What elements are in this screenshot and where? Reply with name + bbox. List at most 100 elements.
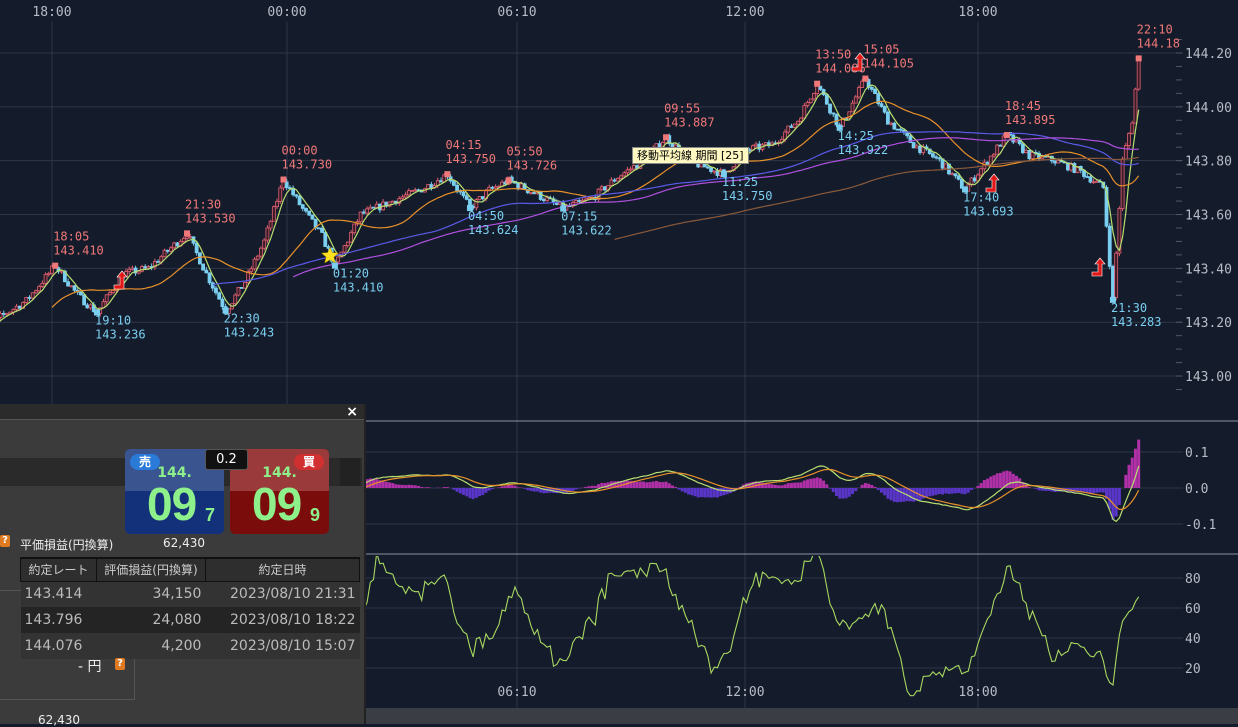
high-marker [862, 76, 868, 82]
candle-body [298, 196, 301, 204]
help-icon[interactable]: ? [0, 535, 10, 547]
candle [854, 95, 857, 104]
macd-histogram-bar [571, 488, 574, 491]
candle-body [73, 286, 76, 291]
macd-histogram-bar [928, 488, 931, 496]
candle [131, 266, 134, 271]
col-rate[interactable]: 約定レート [21, 558, 97, 581]
macd-histogram-bar [668, 483, 671, 488]
high-marker [506, 178, 512, 184]
macd-histogram-bar [864, 483, 867, 488]
candle-body [1121, 159, 1124, 209]
macd-histogram-bar [411, 485, 414, 488]
candle-body [851, 103, 854, 112]
macd-histogram-bar [722, 488, 725, 495]
candle [1025, 148, 1028, 153]
macd-histogram-bar [874, 487, 877, 488]
col-datetime[interactable]: 約定日時 [205, 558, 359, 581]
candle [202, 264, 205, 270]
panel-titlebar[interactable] [0, 404, 364, 420]
candle [575, 199, 578, 202]
macd-histogram-bar [395, 484, 398, 488]
candle-body [237, 287, 240, 295]
macd-histogram-bar [536, 488, 539, 491]
annotation-time: 22:30 [224, 312, 260, 326]
candle [263, 238, 266, 251]
candle [999, 144, 1002, 146]
datetime: 2023/08/10 15:07 [205, 633, 359, 659]
macd-histogram-bar [677, 488, 680, 490]
candle [89, 303, 92, 310]
candle [790, 124, 793, 128]
candle-body [935, 157, 938, 158]
candle-body [796, 121, 799, 124]
candle-body [1124, 146, 1127, 159]
candle-body [1095, 181, 1098, 182]
annotation-price: 143.887 [664, 115, 715, 129]
annotation-time: 04:15 [445, 138, 481, 152]
macd-histogram-bar [967, 488, 970, 493]
candle-body [38, 286, 41, 290]
candle-body [546, 198, 549, 201]
help-icon-2[interactable]: ? [115, 658, 125, 670]
candle-body [854, 97, 857, 103]
macd-histogram-bar [877, 488, 880, 490]
annotation-time: 09:55 [664, 101, 700, 115]
candle [382, 199, 385, 211]
candle-body [47, 273, 50, 274]
macd-histogram-bar [578, 488, 581, 489]
candle-body [67, 282, 70, 286]
macd-histogram-bar [674, 487, 677, 488]
candle [919, 146, 922, 155]
candle-body [603, 187, 606, 190]
close-icon[interactable]: × [346, 404, 358, 420]
candle-body [404, 195, 407, 197]
macd-histogram-bar [407, 485, 410, 488]
candle [163, 249, 166, 258]
macd-histogram-bar [587, 486, 590, 488]
candle [28, 295, 31, 301]
macd-histogram-bar [706, 488, 709, 497]
macd-histogram-bar [475, 488, 478, 498]
macd-histogram-bar [1012, 474, 1015, 488]
time-tick-bottom: 12:00 [725, 685, 764, 700]
candle [256, 255, 259, 261]
macd-histogram-bar [491, 488, 494, 489]
candle-body [346, 242, 349, 245]
time-tick-top: 18:00 [958, 5, 997, 20]
candle-body [198, 253, 201, 264]
candle-body [2, 313, 5, 314]
candle-body [240, 287, 243, 288]
annotation-time: 04:50 [468, 209, 504, 223]
total-value: 62,430 [38, 713, 80, 727]
macd-histogram-bar [1124, 475, 1127, 488]
col-pl[interactable]: 評価損益(円換算) [97, 558, 206, 581]
candle-body [128, 269, 131, 271]
candle [214, 286, 217, 295]
candle [369, 204, 372, 209]
candle-body [317, 228, 320, 229]
candle-body [758, 144, 761, 149]
oscillator-tick-label: 80 [1185, 572, 1201, 587]
candle [603, 186, 606, 192]
candle-body [147, 267, 150, 269]
macd-histogram-bar [465, 488, 468, 496]
high-marker [184, 230, 190, 236]
candle [311, 215, 314, 220]
candle-body [957, 176, 960, 179]
candle-body [632, 166, 635, 170]
price-tick-label: 143.80 [1185, 155, 1232, 170]
candle-body [108, 293, 111, 295]
candle [542, 198, 545, 203]
annotation-price: 144.18 [1137, 36, 1180, 50]
candle [279, 185, 282, 204]
candle-body [816, 86, 819, 93]
annotation-time: 18:05 [53, 230, 89, 244]
candle-body [452, 181, 455, 185]
candle-body [462, 192, 465, 196]
candle [832, 113, 835, 117]
candle-body [163, 250, 166, 257]
